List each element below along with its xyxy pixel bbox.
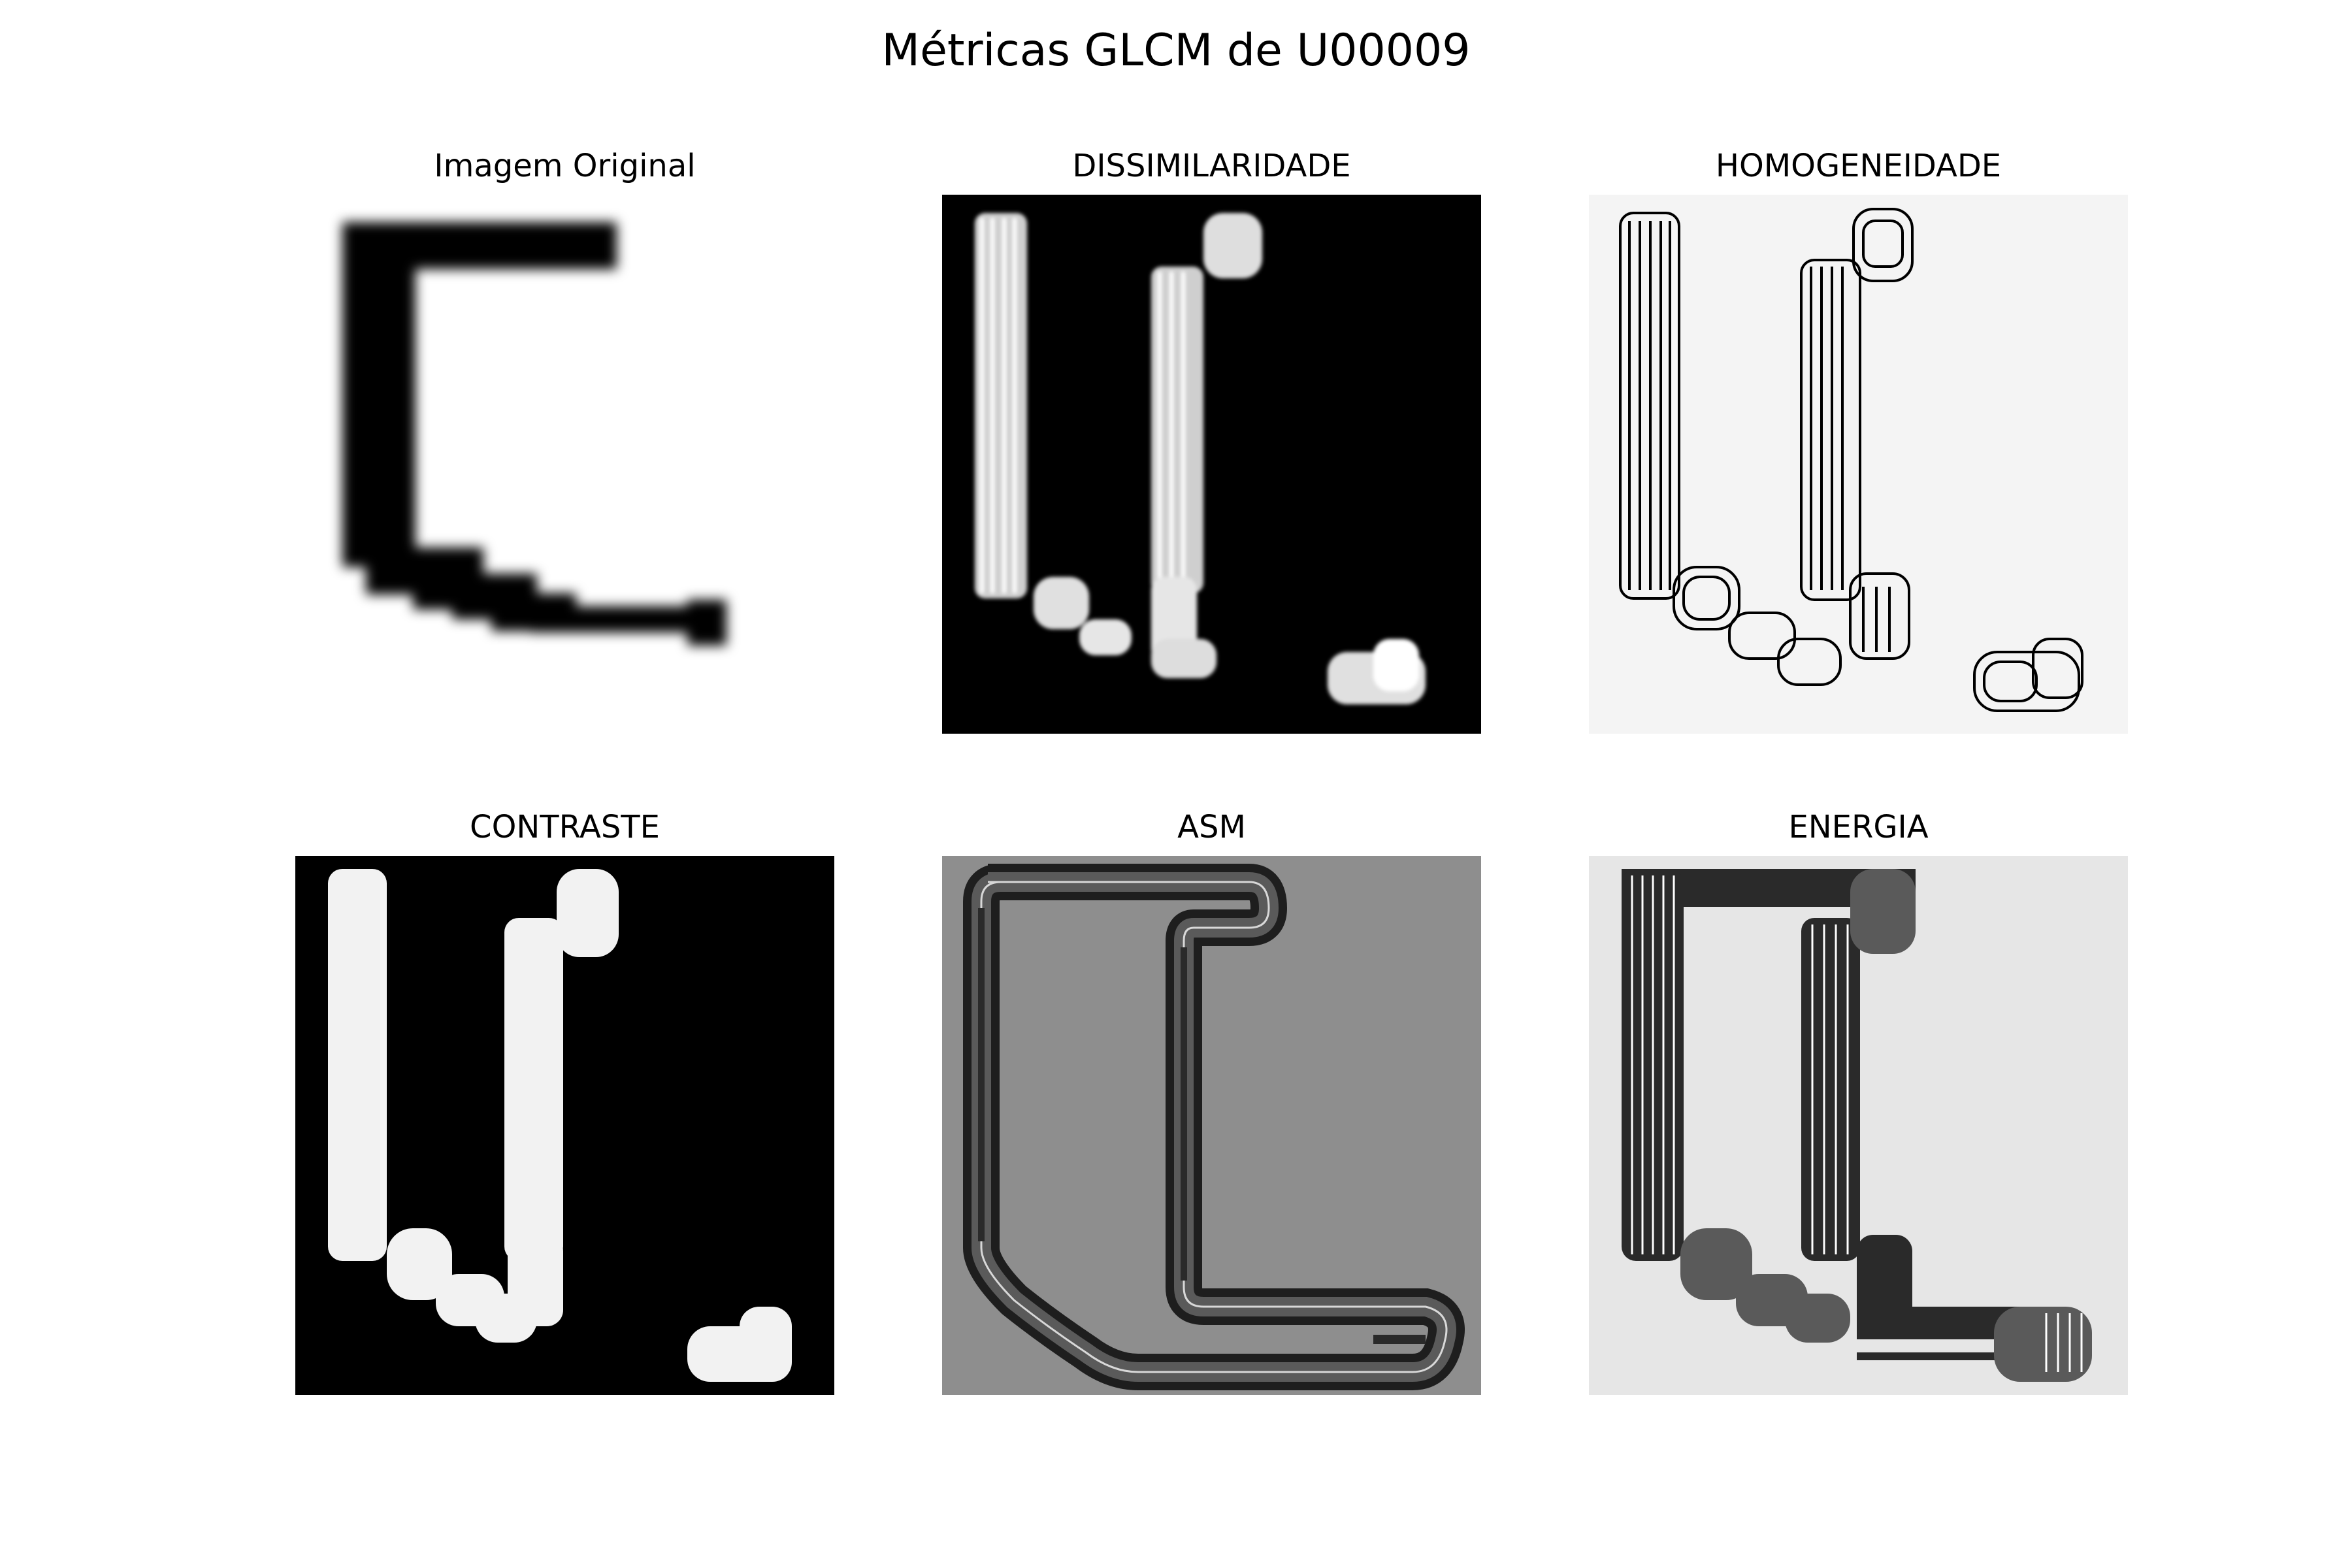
panel-title-homogeneidade: HOMOGENEIDADE: [1715, 148, 2002, 184]
asm-edges: [963, 864, 1465, 1390]
homogeneidade-panel: [1589, 195, 2128, 734]
original-image-panel: [295, 195, 834, 734]
asm-map: [942, 856, 1481, 1395]
asm-panel: [942, 856, 1481, 1395]
contraste-map: [295, 856, 834, 1395]
dissimilaridade-panel: [942, 195, 1481, 734]
panel-title-original: Imagem Original: [434, 148, 696, 184]
energia-panel: [1589, 856, 2128, 1395]
original-image: [295, 195, 834, 734]
contraste-edges: [328, 869, 792, 1382]
dissimilaridade-edges: [975, 213, 1426, 704]
homogeneidade-edges: [1619, 208, 2083, 712]
panel-title-energia: ENERGIA: [1788, 809, 1929, 845]
panel-title-dissimilaridade: DISSIMILARIDADE: [1072, 148, 1351, 184]
original-shape: [342, 222, 727, 645]
energia-map: [1589, 856, 2128, 1395]
contraste-panel: [295, 856, 834, 1395]
panel-title-asm: ASM: [1177, 809, 1246, 845]
figure-title: Métricas GLCM de U00009: [881, 25, 1471, 76]
homogeneidade-map: [1589, 195, 2128, 734]
panel-title-contraste: CONTRASTE: [470, 809, 660, 845]
dissimilaridade-map: [942, 195, 1481, 734]
energia-edges: [1622, 869, 2092, 1382]
